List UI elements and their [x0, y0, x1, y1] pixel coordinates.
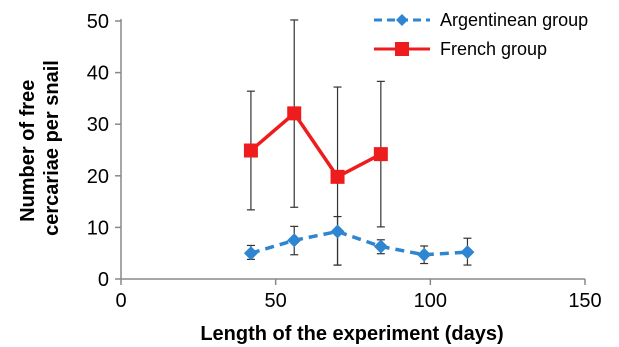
error-bars-layer	[246, 19, 472, 266]
y-axis-title-line-1: Number of free	[17, 80, 39, 222]
y-axis-title-line-2: cercariae per snail	[41, 60, 63, 236]
legend-label-argentinean: Argentinean group	[440, 10, 588, 30]
legend-item-argentinean: Argentinean group	[374, 10, 588, 30]
legend-marker-french	[395, 42, 409, 56]
x-axis-title: Length of the experiment (days)	[200, 323, 503, 345]
series-layer	[243, 106, 475, 262]
series-line-french	[249, 111, 382, 179]
y-tick-label: 40	[87, 63, 109, 85]
legend: Argentinean group French group	[374, 10, 588, 59]
x-tick-label: 150	[568, 290, 601, 312]
point-french	[243, 143, 258, 158]
x-tick-label: 100	[414, 290, 447, 312]
x-tick-label: 0	[115, 290, 126, 312]
series-line-argentinean	[250, 229, 468, 257]
y-tick-label: 0	[98, 269, 109, 291]
y-axis-title: Number of free cercariae per snail	[17, 60, 63, 236]
y-tick-label: 50	[87, 11, 109, 33]
point-argentinean	[460, 245, 475, 260]
point-argentinean	[243, 246, 258, 261]
point-argentinean	[417, 247, 432, 262]
y-tick-label: 10	[87, 217, 109, 239]
point-french	[373, 147, 388, 162]
y-tick-label: 20	[87, 166, 109, 188]
point-argentinean	[287, 233, 302, 248]
legend-label-french: French group	[440, 39, 547, 59]
x-tick-label: 50	[265, 290, 287, 312]
point-argentinean	[373, 239, 388, 254]
point-french	[287, 106, 302, 121]
legend-marker-argentinean	[396, 14, 408, 26]
legend-item-french: French group	[374, 39, 547, 59]
ticks-layer: 0 10 20 30 40 50 0 50 100 150	[87, 11, 602, 312]
axes-layer	[120, 19, 585, 280]
point-argentinean	[330, 224, 345, 239]
point-french	[330, 169, 345, 184]
y-tick-label: 30	[87, 114, 109, 136]
